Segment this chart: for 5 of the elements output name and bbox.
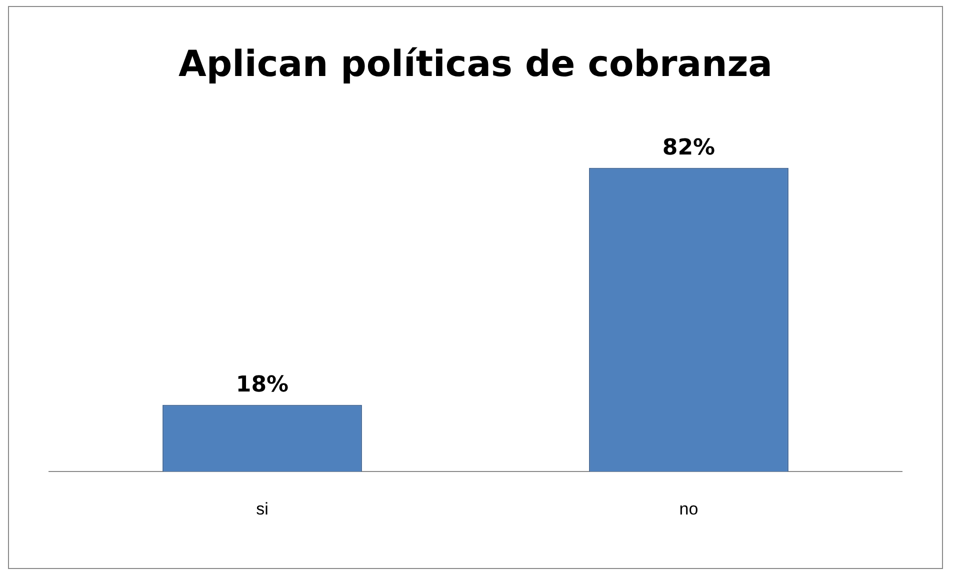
- data-label: 18%: [236, 372, 289, 398]
- chart-title: Aplican políticas de cobranza: [178, 44, 772, 85]
- data-label: 82%: [662, 136, 716, 161]
- x-tick-label: si: [256, 499, 268, 518]
- x-tick-label: no: [679, 499, 698, 518]
